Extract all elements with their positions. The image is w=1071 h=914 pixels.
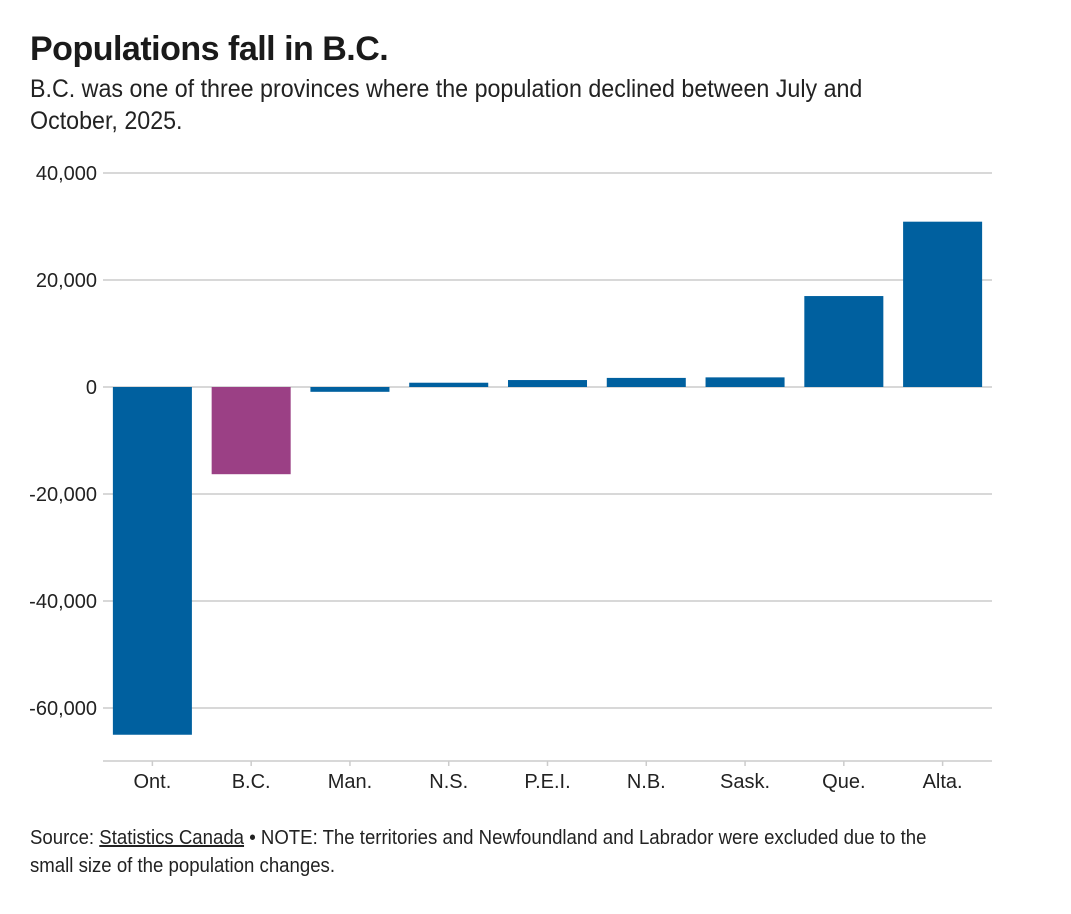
separator: • bbox=[249, 827, 256, 849]
x-tick-label: Ont. bbox=[133, 771, 171, 793]
x-axis: Ont. B.C. Man. N.S. P.E.I. N.B. Sask. Que. Alta. bbox=[103, 760, 992, 793]
bar-bc bbox=[211, 387, 291, 475]
footer-note: NOTE: The territories and Newfoundland a… bbox=[30, 827, 927, 877]
x-tick-label: Man. bbox=[328, 771, 372, 793]
y-tick-label: -40,000 bbox=[29, 591, 97, 613]
chart-title: Populations fall in B.C. bbox=[30, 30, 389, 68]
bar-nb bbox=[606, 377, 686, 387]
x-tick-label: B.C. bbox=[232, 771, 271, 793]
source-link[interactable]: Statistics Canada bbox=[99, 827, 245, 849]
bar-ns bbox=[409, 382, 489, 387]
y-tick-label: -60,000 bbox=[29, 698, 97, 720]
x-tick-label: N.B. bbox=[627, 771, 666, 793]
x-tick-label: Sask. bbox=[720, 771, 770, 793]
footer: Source: Statistics Canada • NOTE: The te… bbox=[30, 824, 969, 880]
source-label: Source: bbox=[30, 827, 95, 849]
bar-sask bbox=[705, 377, 785, 387]
bar-ont bbox=[112, 387, 192, 735]
x-tick-label: Alta. bbox=[923, 771, 963, 793]
x-tick-label: Que. bbox=[822, 771, 865, 793]
bar-pei bbox=[507, 380, 588, 387]
y-tick-label: -20,000 bbox=[29, 484, 97, 506]
y-tick-label: 0 bbox=[86, 377, 97, 399]
y-tick-label: 40,000 bbox=[36, 163, 97, 185]
bar-alta bbox=[903, 221, 983, 387]
y-tick-label: 20,000 bbox=[36, 270, 97, 292]
x-tick-label: N.S. bbox=[429, 771, 468, 793]
bars bbox=[112, 221, 983, 735]
x-tick-label: P.E.I. bbox=[524, 771, 570, 793]
y-axis-labels: 40,000 20,000 0 -20,000 -40,000 -60,000 bbox=[29, 163, 97, 720]
bar-que bbox=[804, 296, 884, 387]
chart-subtitle: B.C. was one of three provinces where th… bbox=[30, 75, 863, 135]
bar-man bbox=[310, 387, 390, 392]
